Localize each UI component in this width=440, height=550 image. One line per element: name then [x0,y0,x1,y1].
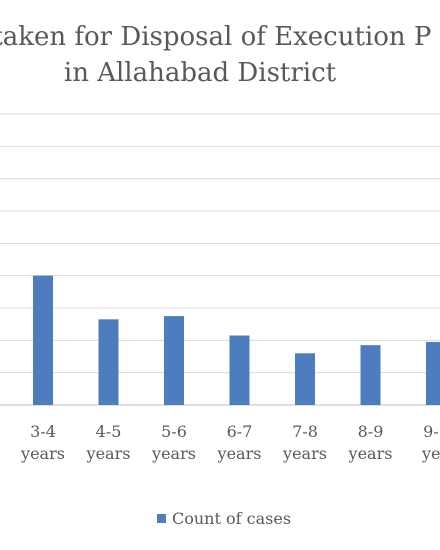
x-tick-label: 9-1 [423,422,440,441]
bar [98,319,119,405]
legend: Count of cases [157,509,291,528]
x-tick-label: years [86,444,131,463]
legend-swatch [157,514,166,523]
bar [33,275,53,405]
chart-title-line-1: e taken for Disposal of Execution P [0,22,432,52]
x-tick-label: 8-9 [358,422,384,441]
legend-label: Count of cases [172,509,292,528]
x-axis-tick-labels: 3-4 years 4-5 years 5-6 years 6-7 years 7-8 years… [20,422,440,463]
gridlines [0,113,440,406]
bar [426,341,440,405]
x-tick-label: years [282,444,327,463]
bar [164,316,184,405]
x-tick-label: 5-6 [161,422,187,441]
bars [33,275,440,405]
x-tick-label: years [151,444,196,463]
bar [360,345,381,405]
x-tick-label: 3-4 [30,422,56,441]
x-tick-label: 7-8 [292,422,318,441]
chart-title-line-2: in Allahabad District [63,58,337,88]
x-tick-label: years [348,444,393,463]
bar [295,353,315,405]
x-tick-label: yea [421,444,440,463]
x-tick-label: years [217,444,262,463]
x-tick-label: 6-7 [227,422,253,441]
x-tick-label: 4-5 [96,422,122,441]
bar [229,335,250,405]
x-tick-label: years [20,444,65,463]
